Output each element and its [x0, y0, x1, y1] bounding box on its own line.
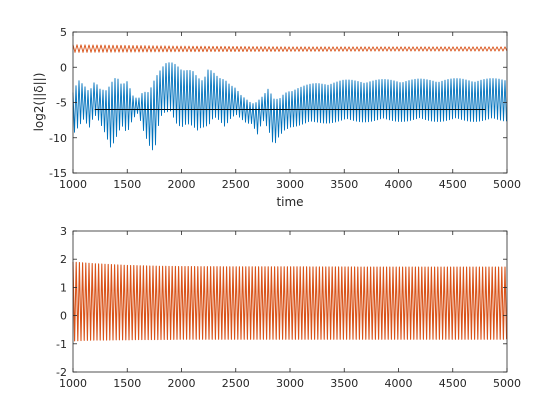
- bottom-y-tick-label: 3: [60, 225, 67, 238]
- top-x-tick-label: 4000: [385, 178, 413, 191]
- top-y-tick-label: -5: [56, 97, 67, 110]
- bottom-x-tick-label: 2000: [168, 377, 196, 390]
- bottom-x-tick-label: 3000: [276, 377, 304, 390]
- top-y-tick-label: 5: [60, 26, 67, 39]
- top-plot-area: [73, 32, 507, 173]
- top-x-tick-label: 3500: [330, 178, 358, 191]
- bottom-axes: 1000 1500 2000 2500 3000 3500 4000 4500 5000 -2 -1…: [56, 225, 521, 390]
- top-x-axis-label: time: [276, 195, 303, 209]
- bottom-y-tick-label: 1: [60, 281, 67, 294]
- top-x-tick-label: 1000: [59, 178, 87, 191]
- top-y-axis-label: log2(||δ||): [32, 73, 46, 132]
- bottom-y-tick-label: 0: [60, 310, 67, 323]
- bottom-x-tick-label: 3500: [330, 377, 358, 390]
- bottom-y-tick-label: 2: [60, 253, 67, 266]
- bottom-x-tick-label: 1000: [59, 377, 87, 390]
- top-y-tick-label: -10: [49, 132, 67, 145]
- top-x-tick-label: 2500: [222, 178, 250, 191]
- top-x-tick-label: 4500: [439, 178, 467, 191]
- top-plot-series: [72, 44, 508, 151]
- bottom-x-tick-label: 4500: [439, 377, 467, 390]
- bottom-axes-ticks: 1000 1500 2000 2500 3000 3500 4000 4500 5000 -2 -1…: [56, 225, 521, 390]
- top-x-tick-label: 5000: [493, 178, 521, 191]
- top-x-tick-label: 1500: [113, 178, 141, 191]
- bottom-x-tick-label: 4000: [385, 377, 413, 390]
- bottom-y-tick-label: -1: [56, 338, 67, 351]
- top-y-tick-label: -15: [49, 167, 67, 180]
- bottom-x-tick-label: 1500: [113, 377, 141, 390]
- bottom-series-0-line: [72, 261, 508, 342]
- top-x-tick-label: 3000: [276, 178, 304, 191]
- bottom-y-tick-label: -2: [56, 366, 67, 379]
- top-series-0-line: [72, 44, 508, 53]
- top-y-tick-label: 0: [60, 61, 67, 74]
- top-axes: 1000 1500 2000 2500 3000 3500 4000 4500 5000 -15 -…: [32, 26, 521, 209]
- bottom-x-tick-label: 2500: [222, 377, 250, 390]
- top-x-tick-label: 2000: [168, 178, 196, 191]
- bottom-plot-series: [72, 261, 508, 342]
- bottom-x-tick-label: 5000: [493, 377, 521, 390]
- top-axes-ticks: 1000 1500 2000 2500 3000 3500 4000 4500 5000 -15 -…: [49, 26, 521, 191]
